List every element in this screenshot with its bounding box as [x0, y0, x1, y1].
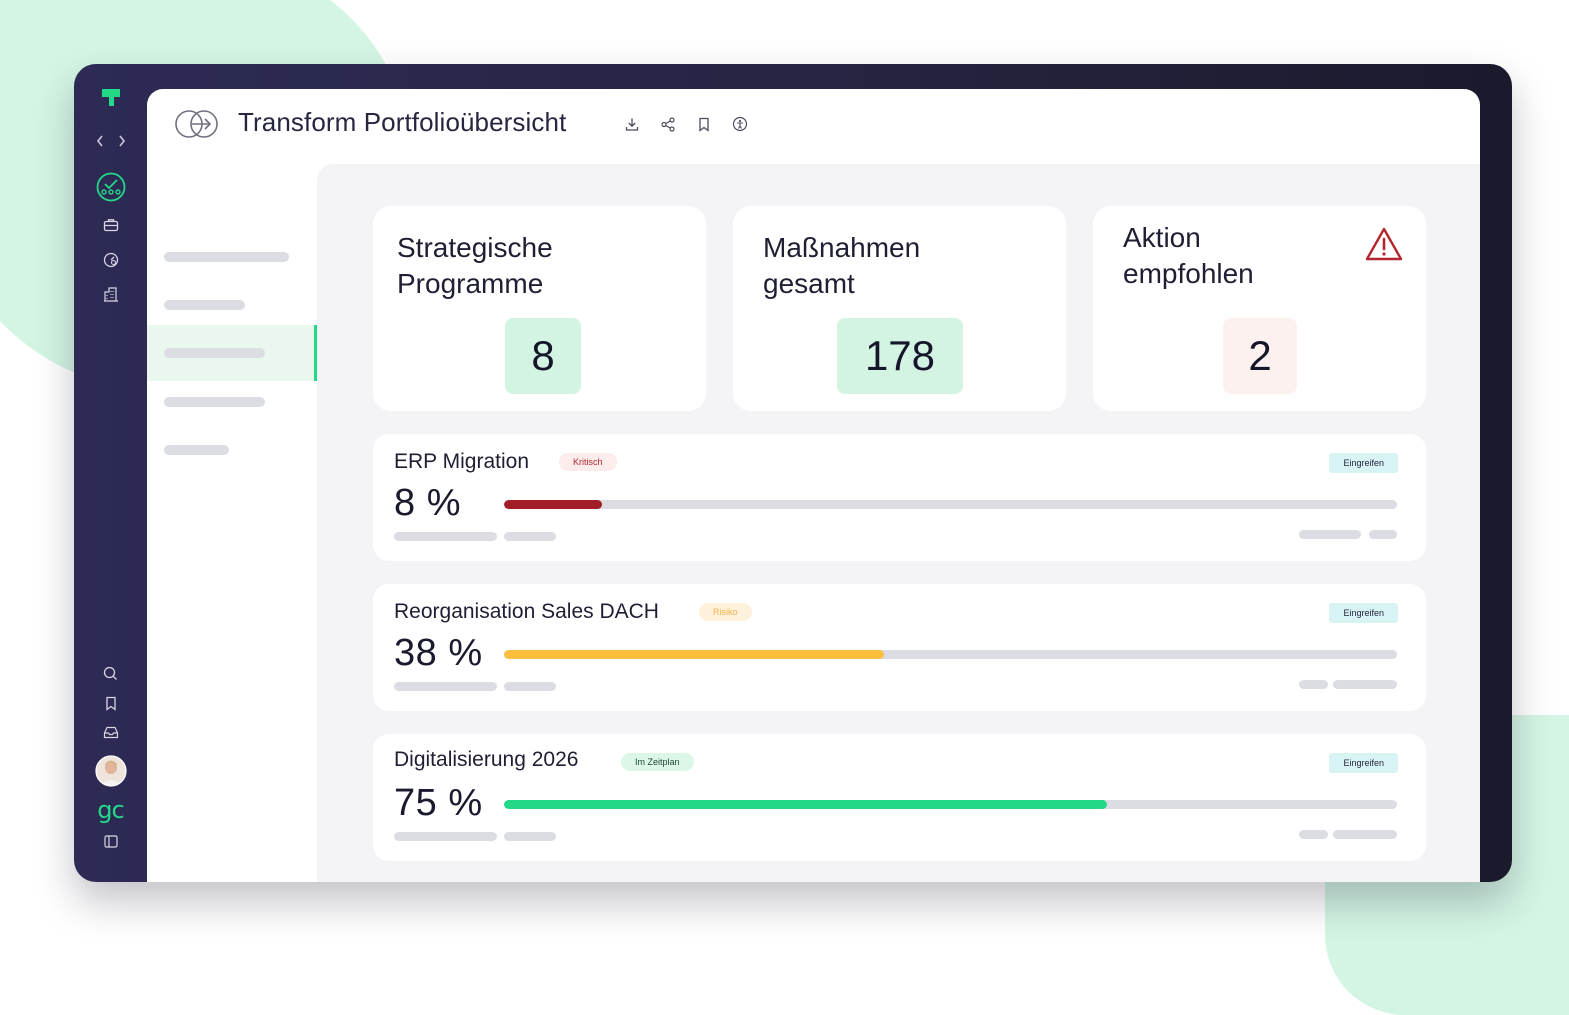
progress-percent: 38 % — [394, 632, 483, 674]
nav-item-placeholder[interactable] — [164, 397, 265, 407]
accessibility-icon[interactable] — [731, 114, 749, 134]
kpi-value: 178 — [837, 318, 963, 394]
meta-placeholder — [394, 532, 497, 541]
intervene-button[interactable]: Eingreifen — [1329, 753, 1398, 773]
forward-icon[interactable] — [117, 134, 127, 148]
progress-percent: 8 % — [394, 482, 461, 524]
inbox-icon[interactable] — [74, 726, 147, 739]
program-name: Reorganisation Sales DACH — [394, 600, 659, 623]
warning-icon — [1364, 226, 1404, 267]
nav-item-placeholder[interactable] — [164, 348, 265, 358]
kpi-value: 8 — [505, 318, 581, 394]
kpi-value: 2 — [1223, 318, 1297, 394]
gauge-icon[interactable] — [74, 252, 147, 268]
bookmark-icon[interactable] — [74, 696, 147, 711]
kpi-title: Maßnahmen gesamt — [763, 232, 921, 299]
meta-placeholder — [1369, 530, 1397, 539]
avatar[interactable] — [74, 755, 147, 787]
meta-placeholder — [504, 532, 556, 541]
page-title: Transform Portfolioübersicht — [238, 107, 567, 137]
meta-placeholder — [504, 682, 556, 691]
program-row-erp-migration[interactable]: ERP Migration Kritisch Eingreifen 8 % — [373, 434, 1426, 561]
kpi-title: Strategische Programme — [397, 232, 553, 299]
meta-placeholder — [504, 832, 556, 841]
status-badge: Kritisch — [559, 453, 617, 471]
nav-item-placeholder[interactable] — [164, 300, 245, 310]
program-row-digitalisierung-2026[interactable]: Digitalisierung 2026 Im Zeitplan Eingrei… — [373, 734, 1426, 861]
status-badge: Risiko — [699, 603, 752, 621]
kpi-card-massnahmen-gesamt: Maßnahmen gesamt 178 — [733, 206, 1066, 411]
meta-placeholder — [1299, 680, 1328, 689]
nav-item-placeholder[interactable] — [164, 252, 289, 262]
program-row-reorganisation-sales-dach[interactable]: Reorganisation Sales DACH Risiko Eingrei… — [373, 584, 1426, 711]
progress-fill — [504, 500, 603, 509]
transform-logo-icon — [174, 109, 220, 144]
bookmark-icon[interactable] — [695, 114, 713, 134]
building-icon[interactable] — [74, 286, 147, 302]
active-indicator — [314, 325, 317, 381]
nav-item-placeholder[interactable] — [164, 445, 229, 455]
meta-placeholder — [1333, 830, 1397, 839]
app-window: gc Transform Portfolioübersicht — [74, 64, 1512, 882]
progress-fill — [504, 650, 884, 659]
intervene-button[interactable]: Eingreifen — [1329, 603, 1398, 623]
progress-track — [504, 800, 1397, 809]
kpi-card-aktion-empfohlen: Aktion empfohlen 2 — [1093, 206, 1426, 411]
share-icon[interactable] — [659, 114, 677, 134]
meta-placeholder — [1299, 530, 1361, 539]
team-dashboard-icon[interactable] — [74, 172, 147, 202]
kpi-card-strategische-programme: Strategische Programme 8 — [373, 206, 706, 411]
brand-mark: gc — [97, 796, 124, 824]
kpi-title: Aktion empfohlen — [1123, 222, 1254, 289]
app-logo-icon[interactable] — [74, 86, 147, 108]
meta-placeholder — [1333, 680, 1397, 689]
search-icon[interactable] — [74, 666, 147, 681]
main-panel: Strategische Programme 8 Maßnahmen gesam… — [317, 164, 1480, 882]
progress-track — [504, 650, 1397, 659]
program-name: Digitalisierung 2026 — [394, 748, 579, 771]
back-icon[interactable] — [95, 134, 105, 148]
program-name: ERP Migration — [394, 450, 530, 473]
intervene-button[interactable]: Eingreifen — [1329, 453, 1398, 473]
icon-rail: gc — [74, 64, 147, 882]
status-badge: Im Zeitplan — [621, 753, 694, 771]
panel-toggle-icon[interactable] — [74, 835, 147, 848]
progress-fill — [504, 800, 1107, 809]
progress-percent: 75 % — [394, 782, 483, 824]
progress-track — [504, 500, 1397, 509]
briefcase-icon[interactable] — [74, 218, 147, 232]
page-header: Transform Portfolioübersicht — [147, 89, 1480, 161]
download-icon[interactable] — [623, 114, 641, 134]
meta-placeholder — [394, 682, 497, 691]
meta-placeholder — [394, 832, 497, 841]
secondary-nav — [147, 161, 317, 881]
app-content: Transform Portfolioübersicht Strategisch… — [147, 89, 1480, 882]
meta-placeholder — [1299, 830, 1328, 839]
